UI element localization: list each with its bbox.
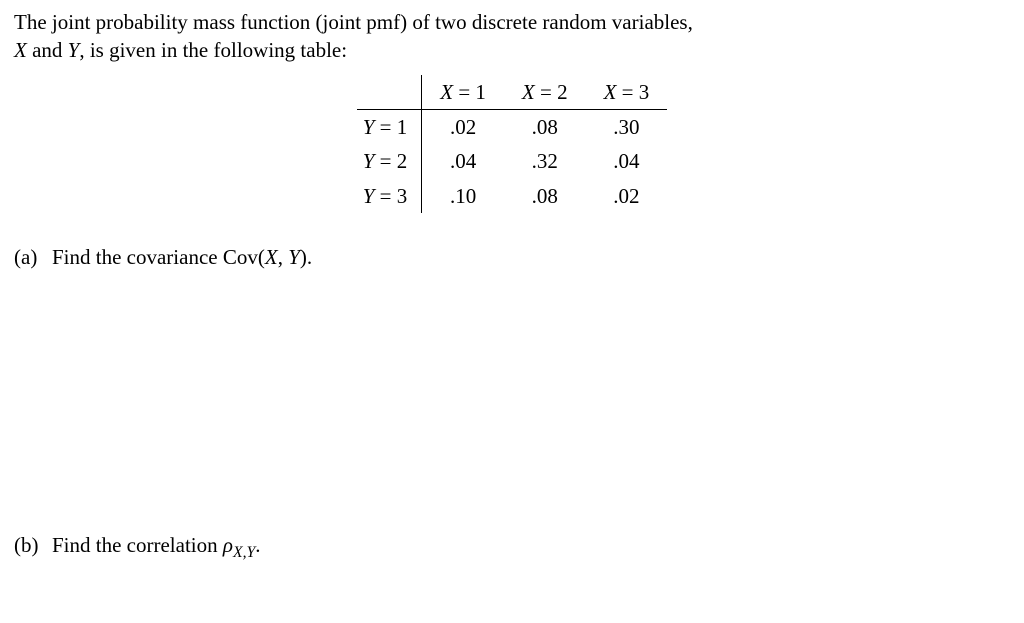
part-b-text: Find the correlation ρX,Y. xyxy=(52,531,1010,563)
table-row: Y = 1 .02 .08 .30 xyxy=(357,110,668,145)
intro-rest: , is given in the following table: xyxy=(79,38,347,62)
pmf-table: X = 1 X = 2 X = 3 Y = 1 .02 .08 .30 Y = … xyxy=(357,75,668,213)
pmf-cell: .08 xyxy=(504,110,586,145)
pmf-cell: .04 xyxy=(586,144,668,178)
part-a-label: (a) xyxy=(14,243,52,271)
pmf-corner-cell xyxy=(357,75,422,110)
question-part-a: (a) Find the covariance Cov(X, Y). xyxy=(14,243,1010,271)
pmf-row-head-2: Y = 2 xyxy=(357,144,422,178)
pmf-cell: .08 xyxy=(504,179,586,213)
pmf-table-wrapper: X = 1 X = 2 X = 3 Y = 1 .02 .08 .30 Y = … xyxy=(14,75,1010,213)
part-b-label: (b) xyxy=(14,531,52,559)
pmf-cell: .10 xyxy=(422,179,504,213)
vertical-gap xyxy=(14,271,1010,531)
pmf-row-head-3: Y = 3 xyxy=(357,179,422,213)
part-a-text: Find the covariance Cov(X, Y). xyxy=(52,243,1010,271)
pmf-cell: .04 xyxy=(422,144,504,178)
intro-var-x: X xyxy=(14,38,27,62)
pmf-cell: .30 xyxy=(586,110,668,145)
table-row: Y = 3 .10 .08 .02 xyxy=(357,179,668,213)
question-part-b: (b) Find the correlation ρX,Y. xyxy=(14,531,1010,563)
pmf-col-head-2: X = 2 xyxy=(504,75,586,110)
problem-intro: The joint probability mass function (joi… xyxy=(14,8,1010,65)
intro-var-y: Y xyxy=(68,38,80,62)
pmf-header-row: X = 1 X = 2 X = 3 xyxy=(357,75,668,110)
intro-line1: The joint probability mass function (joi… xyxy=(14,10,693,34)
pmf-col-head-3: X = 3 xyxy=(586,75,668,110)
table-row: Y = 2 .04 .32 .04 xyxy=(357,144,668,178)
pmf-row-head-1: Y = 1 xyxy=(357,110,422,145)
pmf-cell: .02 xyxy=(422,110,504,145)
pmf-cell: .02 xyxy=(586,179,668,213)
intro-and: and xyxy=(27,38,68,62)
pmf-cell: .32 xyxy=(504,144,586,178)
pmf-col-head-1: X = 1 xyxy=(422,75,504,110)
